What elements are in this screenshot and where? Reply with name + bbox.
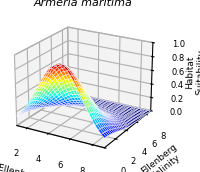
Title: Armeria maritima: Armeria maritima bbox=[34, 0, 132, 8]
Y-axis label: Ellenberg
Salinity: Ellenberg Salinity bbox=[140, 142, 185, 172]
X-axis label: Ellenberg Moisture: Ellenberg Moisture bbox=[0, 164, 81, 172]
